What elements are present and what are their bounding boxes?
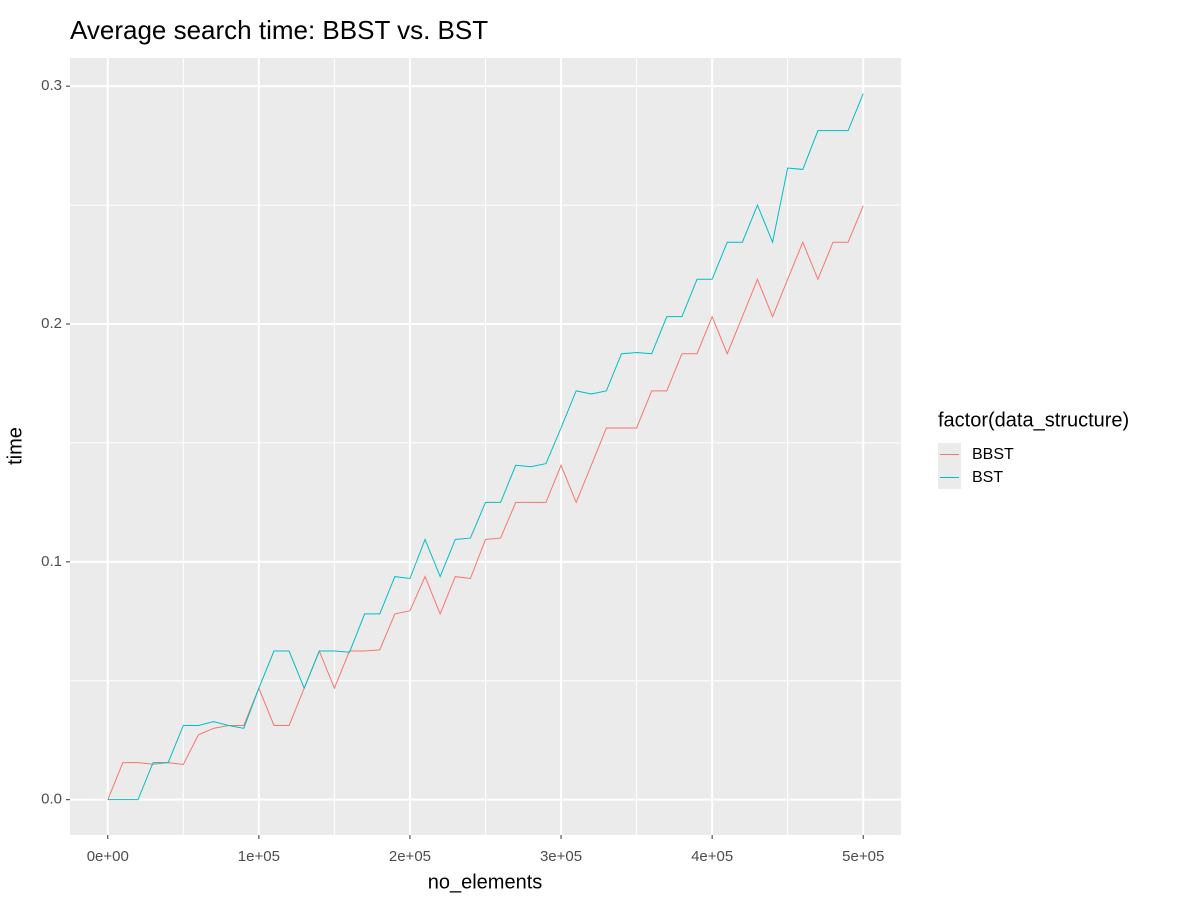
y-tick-label: 0.0 xyxy=(41,791,62,808)
chart-title: Average search time: BBST vs. BST xyxy=(70,15,488,45)
x-tick-label: 2e+05 xyxy=(389,848,431,865)
x-tick-label: 3e+05 xyxy=(540,848,582,865)
legend-title: factor(data_structure) xyxy=(938,409,1129,431)
y-tick-label: 0.3 xyxy=(41,77,62,94)
y-tick-label: 0.1 xyxy=(41,553,62,570)
legend-label: BBST xyxy=(972,446,1014,463)
y-axis-label: time xyxy=(4,427,26,465)
legend-label: BST xyxy=(972,469,1003,486)
x-tick-label: 5e+05 xyxy=(842,848,884,865)
x-tick-label: 0e+00 xyxy=(87,848,129,865)
line xyxy=(107,93,864,801)
y-tick-label: 0.2 xyxy=(41,315,62,332)
x-tick-label: 4e+05 xyxy=(691,848,733,865)
x-axis-label: no_elements xyxy=(428,871,543,893)
x-tick-label: 1e+05 xyxy=(238,848,280,865)
line xyxy=(107,205,864,800)
